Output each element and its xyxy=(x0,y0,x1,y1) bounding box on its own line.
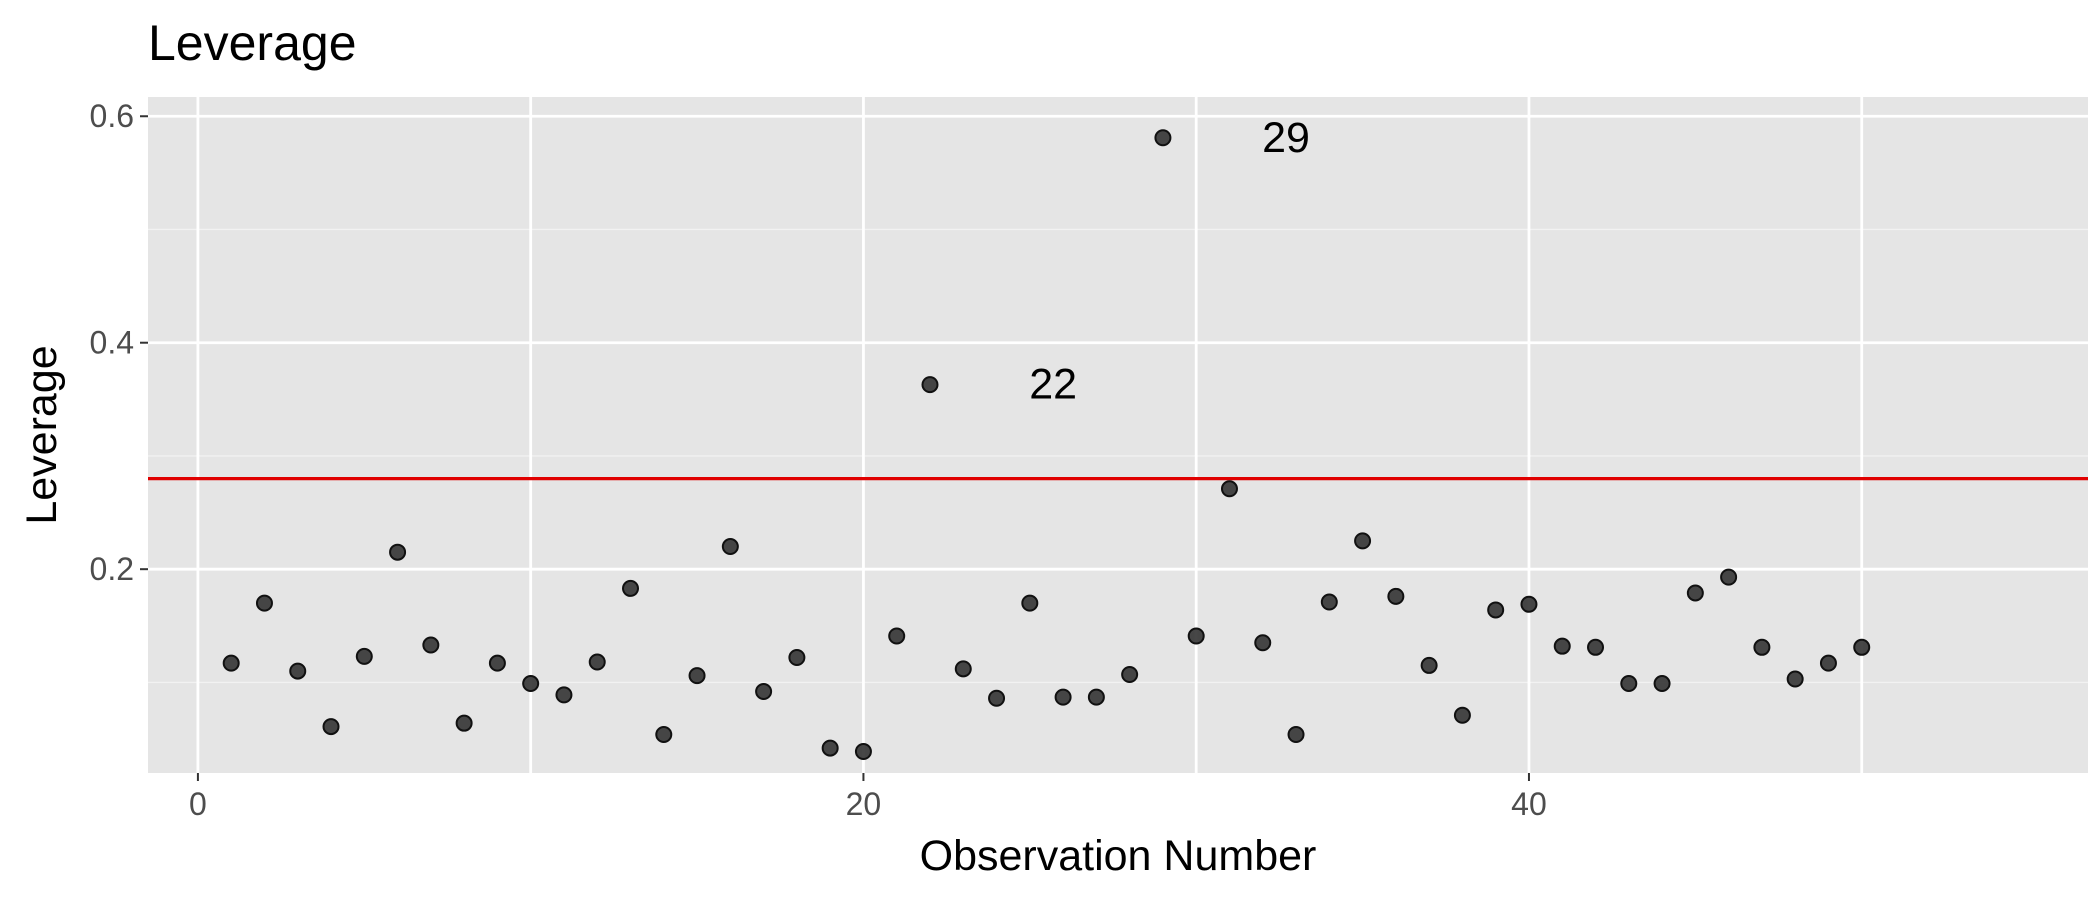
data-point xyxy=(1487,601,1505,619)
data-point xyxy=(1786,670,1804,688)
data-point xyxy=(1453,706,1471,724)
data-point xyxy=(954,660,972,678)
data-point xyxy=(455,714,473,732)
y-axis-title: Leverage xyxy=(18,345,66,524)
data-point xyxy=(522,675,540,693)
data-point xyxy=(888,627,906,645)
plot-panel xyxy=(148,97,2088,773)
data-point xyxy=(988,689,1006,707)
y-tick-label: 0.2 xyxy=(90,551,134,587)
point-annotations: 22 29 xyxy=(1029,114,1310,409)
data-point xyxy=(1686,584,1704,602)
data-point xyxy=(1154,129,1172,147)
data-point xyxy=(688,667,706,685)
data-point xyxy=(655,726,673,744)
data-point xyxy=(1420,656,1438,674)
data-point xyxy=(322,718,340,736)
major-gridlines xyxy=(148,97,2088,773)
data-point xyxy=(1354,532,1372,550)
data-point xyxy=(1287,726,1305,744)
data-point xyxy=(854,742,872,760)
x-axis-title: Observation Number xyxy=(920,832,1317,880)
data-point xyxy=(488,654,506,672)
data-point xyxy=(821,739,839,757)
x-tick-label: 20 xyxy=(846,786,882,822)
x-axis: 0 20 40 xyxy=(189,773,1547,822)
point-label: 29 xyxy=(1262,114,1310,162)
data-point xyxy=(1720,568,1738,586)
chart-title: Leverage xyxy=(148,15,357,71)
y-tick-label: 0.6 xyxy=(90,98,134,134)
data-point xyxy=(1021,594,1039,612)
data-point xyxy=(1320,593,1338,611)
data-point xyxy=(755,682,773,700)
data-point xyxy=(1553,637,1571,655)
data-point xyxy=(1587,638,1605,656)
x-tick-label: 40 xyxy=(1511,786,1547,822)
data-point xyxy=(1087,688,1105,706)
y-axis: 0.2 0.4 0.6 xyxy=(90,98,148,587)
data-point xyxy=(1254,634,1272,652)
data-point xyxy=(355,647,373,665)
data-point xyxy=(788,649,806,667)
data-point xyxy=(1653,675,1671,693)
x-tick-label: 0 xyxy=(189,786,207,822)
data-point xyxy=(1753,638,1771,656)
data-point xyxy=(422,636,440,654)
data-point xyxy=(588,653,606,671)
data-point xyxy=(1853,638,1871,656)
y-tick-label: 0.4 xyxy=(90,325,134,361)
data-point xyxy=(222,654,240,672)
data-point xyxy=(1054,688,1072,706)
data-point xyxy=(1387,587,1405,605)
data-point xyxy=(1220,480,1238,498)
point-label: 22 xyxy=(1029,361,1077,409)
data-point xyxy=(289,662,307,680)
data-point xyxy=(721,538,739,556)
data-point xyxy=(921,376,939,394)
data-points xyxy=(222,129,1871,760)
data-point xyxy=(1187,627,1205,645)
data-point xyxy=(1520,595,1538,613)
data-point xyxy=(1819,654,1837,672)
data-point xyxy=(1620,675,1638,693)
data-point xyxy=(255,594,273,612)
data-point xyxy=(555,686,573,704)
data-point xyxy=(1121,665,1139,683)
data-point xyxy=(389,543,407,561)
data-point xyxy=(622,579,640,597)
